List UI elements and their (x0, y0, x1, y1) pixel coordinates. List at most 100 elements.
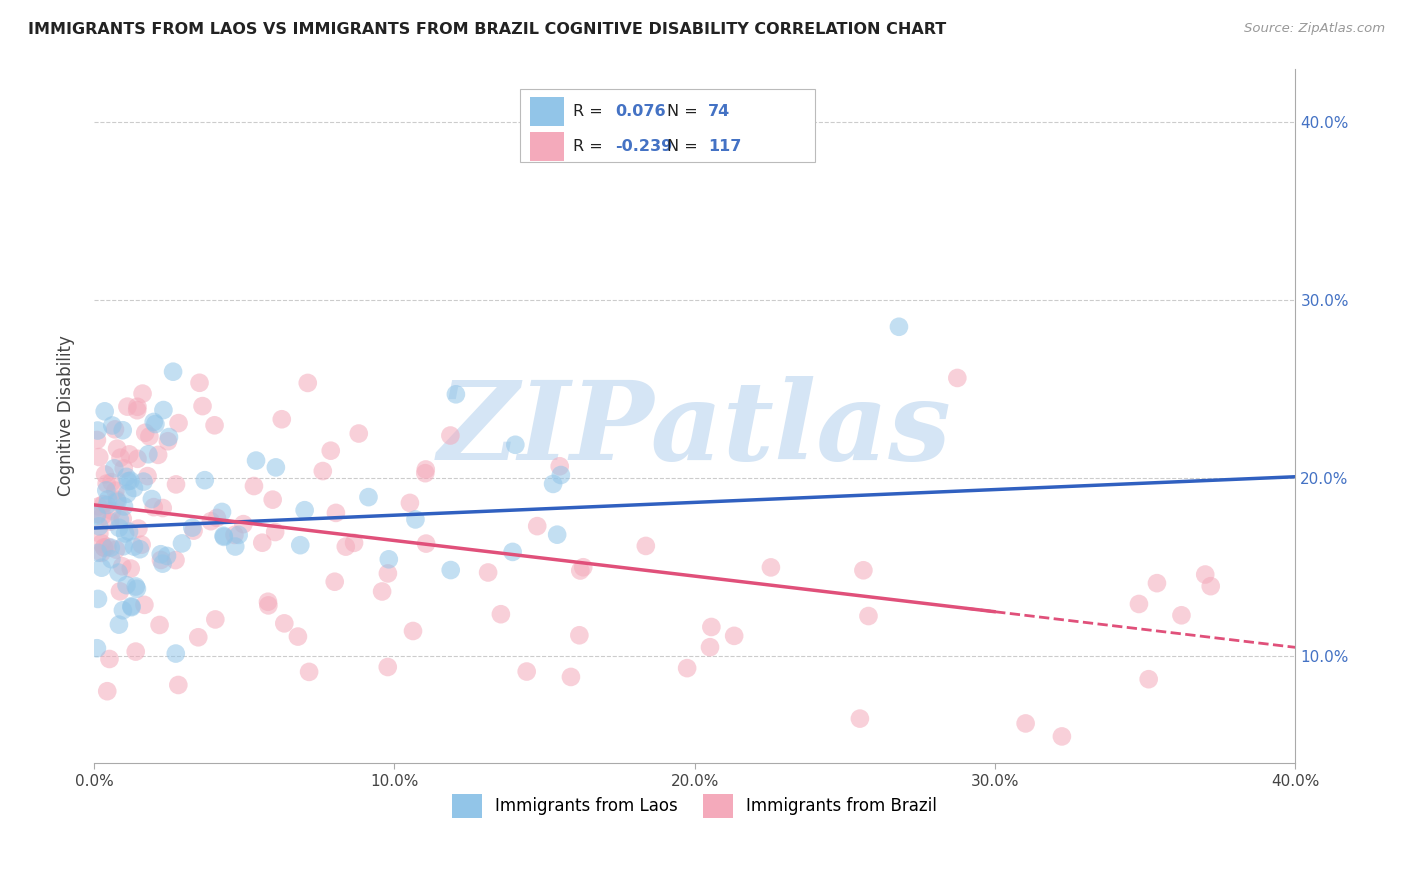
Point (181, 520, 204, 534)
Point (516, 665, 538, 679)
Point (134, 425, 156, 440)
Point (127, 403, 149, 417)
Point (1050, 730, 1073, 744)
Point (89, 526, 111, 541)
Point (560, 670, 582, 684)
Point (107, 566, 129, 580)
Point (489, 607, 512, 622)
Point (112, 461, 135, 475)
Point (120, 561, 142, 575)
Point (200, 514, 222, 528)
Point (162, 365, 184, 379)
Point (90, 560, 112, 574)
Point (257, 599, 280, 613)
Point (211, 505, 233, 519)
Point (87, 500, 110, 514)
Point (127, 400, 149, 414)
Point (224, 540, 246, 554)
Point (858, 609, 880, 624)
Point (115, 470, 138, 484)
Point (145, 417, 167, 431)
Point (127, 451, 149, 466)
Point (325, 506, 347, 520)
Point (108, 521, 131, 535)
Point (290, 538, 312, 552)
Point (205, 511, 228, 525)
Point (112, 500, 135, 514)
Point (142, 500, 165, 515)
Point (149, 547, 172, 561)
Point (357, 490, 380, 504)
Point (127, 522, 149, 536)
Text: R =: R = (574, 103, 609, 119)
Point (156, 549, 179, 563)
Point (759, 560, 782, 574)
Point (252, 535, 274, 549)
Point (117, 400, 139, 414)
Point (103, 461, 125, 475)
Text: N =: N = (666, 139, 703, 153)
Point (243, 479, 266, 493)
Point (125, 644, 148, 658)
Point (444, 387, 467, 401)
Point (569, 564, 592, 578)
Point (849, 712, 872, 726)
Point (115, 486, 138, 500)
Point (699, 640, 721, 655)
Point (165, 647, 187, 661)
Point (86, 424, 108, 438)
Point (93, 541, 115, 555)
Point (86, 507, 108, 521)
Point (141, 491, 163, 506)
FancyBboxPatch shape (530, 96, 564, 126)
Point (122, 481, 145, 495)
Text: -0.239: -0.239 (616, 139, 672, 153)
Point (131, 538, 153, 552)
Point (87, 591, 110, 606)
Point (149, 553, 172, 567)
Point (228, 528, 250, 542)
Point (108, 617, 131, 632)
Point (136, 469, 159, 483)
Point (224, 528, 246, 542)
Point (700, 620, 723, 634)
Point (104, 422, 127, 436)
Point (477, 566, 499, 580)
Point (125, 582, 148, 596)
Point (115, 578, 138, 592)
Point (548, 459, 571, 474)
Point (111, 559, 134, 574)
Point (550, 468, 572, 483)
Point (264, 524, 287, 539)
Point (104, 483, 127, 498)
Point (107, 494, 129, 508)
Point (439, 428, 461, 442)
Point (270, 412, 292, 426)
FancyBboxPatch shape (520, 89, 815, 162)
Point (323, 574, 346, 589)
Point (188, 376, 211, 390)
Point (152, 557, 174, 571)
Point (96, 476, 118, 491)
Point (96, 483, 118, 498)
Point (142, 415, 165, 429)
Point (138, 429, 160, 443)
Point (132, 475, 155, 489)
Point (100, 541, 122, 555)
Point (319, 443, 342, 458)
Point (96, 498, 118, 512)
Point (105, 542, 128, 557)
Point (89, 450, 111, 464)
Point (101, 418, 124, 433)
Point (90, 546, 112, 560)
Point (120, 474, 142, 488)
Point (111, 423, 134, 437)
FancyBboxPatch shape (530, 132, 564, 161)
Text: 0.076: 0.076 (616, 103, 666, 119)
Point (167, 678, 190, 692)
Point (204, 418, 226, 433)
Point (377, 660, 399, 674)
Point (1146, 576, 1168, 591)
Point (294, 503, 316, 517)
Point (98, 515, 121, 529)
